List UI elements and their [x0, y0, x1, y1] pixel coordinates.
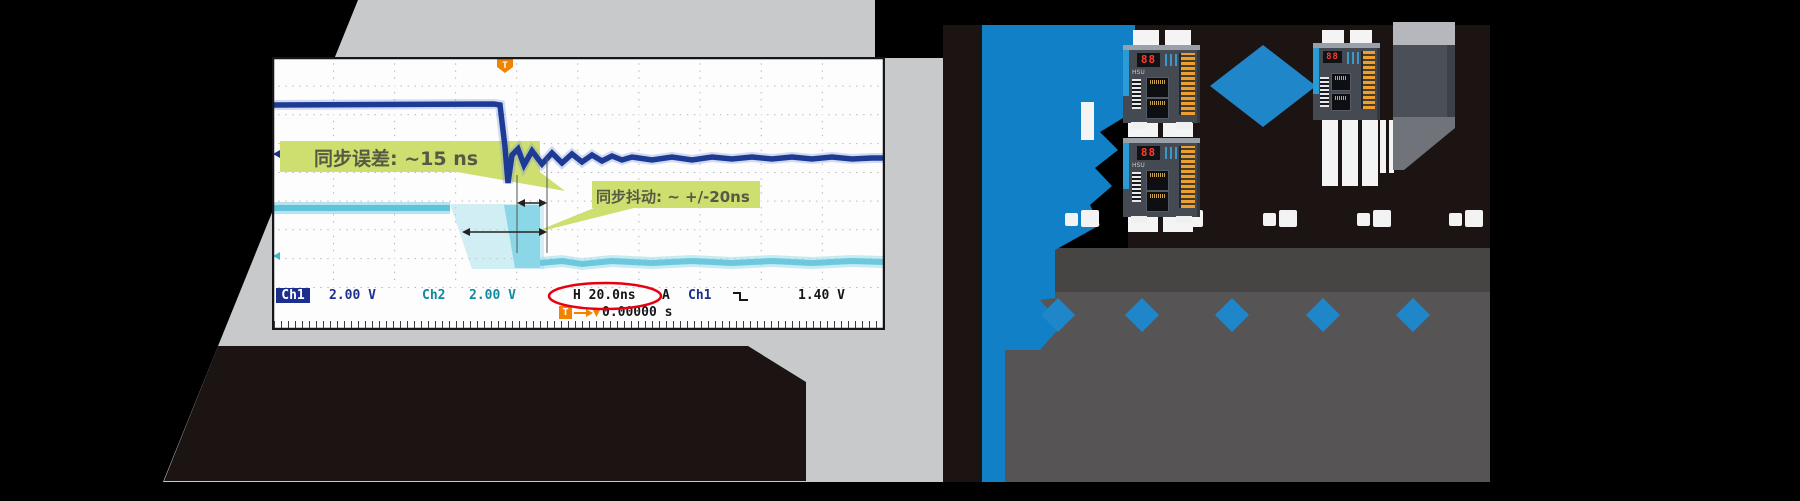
rj45-port	[1331, 73, 1351, 91]
module-blue-stripe	[1313, 48, 1319, 94]
rj45-port	[1146, 191, 1169, 212]
slab-wedge	[1393, 117, 1455, 170]
port-pins	[1150, 173, 1165, 177]
trigger-time: 0.00000 s	[602, 305, 673, 320]
ch2-trace-after	[539, 257, 884, 268]
ch1-scale: 2.00 V	[329, 288, 376, 303]
small-diamond	[1215, 298, 1249, 332]
callout-error-box	[280, 141, 540, 172]
ch2-label: Ch2	[422, 288, 446, 303]
port-pins	[1335, 96, 1347, 100]
module-cap	[1313, 43, 1380, 48]
sync-error-callout: 同步误差: ~15 ns	[314, 148, 479, 170]
dim-panel-strip	[1005, 248, 1490, 292]
callout-error-pointer	[457, 172, 565, 191]
controller-module-4-side	[1393, 22, 1455, 117]
scope-graticule	[274, 59, 883, 288]
dip-switch-block	[1132, 79, 1141, 109]
trigger-position-label: T	[502, 61, 508, 71]
ch2-scale: 2.00 V	[469, 288, 516, 303]
callout-jitter-pointer	[530, 208, 634, 234]
rj45-port	[1146, 98, 1169, 119]
trigger-source: Ch1	[688, 288, 712, 303]
blue-swoosh	[982, 25, 1135, 482]
oscilloscope-screenshot: T 同步误差: ~15 ns 同步抖动: ~ +/-20ns Ch1 2.00 …	[272, 57, 885, 330]
rj45-port	[1331, 93, 1351, 111]
dip-switch-block	[1320, 77, 1329, 107]
controller-module-1: 88 HSU	[1123, 45, 1200, 129]
terminal-strip	[1361, 51, 1375, 109]
error-arrowhead-r	[539, 199, 547, 207]
small-diamond	[1041, 298, 1075, 332]
ch1-trace	[273, 101, 883, 184]
large-diamond	[1210, 45, 1316, 127]
seven-segment-display: 88	[1137, 53, 1160, 67]
small-diamond	[1396, 298, 1430, 332]
module-blue-stripe	[1123, 143, 1129, 189]
jitter-arrowhead-r	[539, 228, 547, 236]
ch1-badge: Ch1	[276, 288, 310, 303]
rj45-port	[1146, 170, 1169, 191]
ch2-level-marker-icon	[273, 252, 280, 260]
terminal-strip	[1179, 146, 1195, 208]
mount-foot	[1131, 122, 1147, 129]
trigger-time-badge: T	[559, 306, 572, 319]
trigger-position-icon	[497, 59, 513, 73]
brand-label: HSU	[1132, 69, 1145, 76]
trigger-level: 1.40 V	[798, 288, 845, 303]
module-cap	[1123, 45, 1200, 50]
seven-segment-display: 88	[1323, 51, 1342, 63]
rj45-port	[1146, 77, 1169, 98]
scope-graphics: T	[272, 57, 885, 330]
module-blue-stripe	[1123, 50, 1129, 96]
sync-jitter-callout: 同步抖动: ~ +/-20ns	[596, 188, 750, 206]
falling-edge-icon	[733, 292, 748, 301]
module-cap	[1393, 22, 1455, 45]
mount-foot	[1131, 216, 1147, 223]
scope-frame	[272, 57, 885, 330]
mount-foot	[1176, 122, 1192, 129]
cable-tabs	[1081, 30, 1394, 232]
dip-switch-block	[1132, 172, 1141, 202]
terminal-strip	[1179, 53, 1195, 115]
port-pins	[1335, 76, 1347, 80]
port-pins	[1150, 194, 1165, 198]
mount-foot	[1176, 216, 1192, 223]
small-diamond	[1125, 298, 1159, 332]
acquire-mode: A	[662, 288, 670, 303]
jitter-arrowhead-l	[462, 228, 470, 236]
controller-module-2: 88 HSU	[1123, 138, 1200, 223]
module-cap	[1123, 138, 1200, 143]
trigger-arrow-icon	[574, 309, 600, 317]
port-pins	[1150, 80, 1165, 84]
small-diamond	[1306, 298, 1340, 332]
horizontal-scale: H 20.0ns	[573, 288, 636, 303]
seven-segment-display: 88	[1137, 146, 1160, 160]
brand-label: HSU	[1132, 162, 1145, 169]
bottom-tick-strip	[274, 321, 883, 328]
controller-module-3: 88	[1313, 43, 1380, 120]
ch2-jitter-core	[504, 205, 540, 268]
callout-jitter-box	[592, 181, 760, 208]
hidden-caption-left	[164, 346, 806, 481]
ch1-level-marker-icon	[273, 150, 280, 158]
dark-band	[943, 25, 982, 482]
error-arrowhead-l	[517, 199, 525, 207]
port-pins	[1150, 101, 1165, 105]
